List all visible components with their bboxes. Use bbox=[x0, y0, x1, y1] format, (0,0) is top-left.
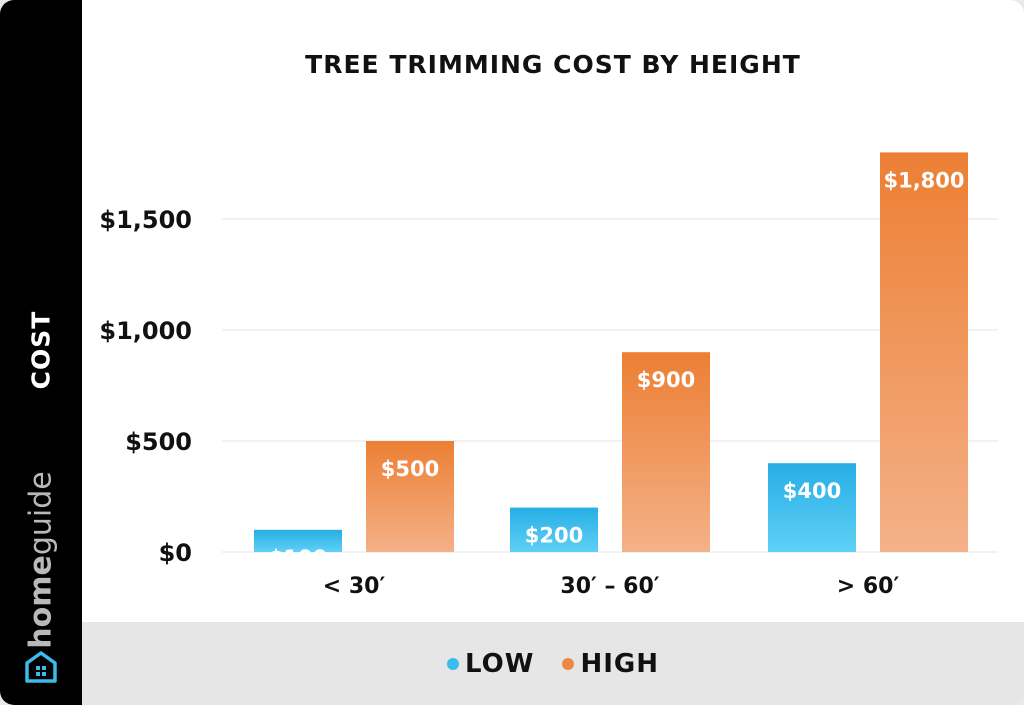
legend-dot-high bbox=[562, 657, 575, 670]
legend: LOW HIGH bbox=[82, 622, 1024, 705]
legend-item-high: HIGH bbox=[562, 649, 659, 679]
bar-value-label: $100 bbox=[269, 546, 327, 570]
legend-dot-low bbox=[447, 657, 460, 670]
bar-value-label: $1,800 bbox=[883, 168, 964, 192]
legend-label-low: LOW bbox=[465, 648, 535, 679]
bar-value-label: $500 bbox=[381, 457, 439, 481]
bar-value-label: $200 bbox=[525, 524, 583, 548]
bar-high bbox=[366, 441, 454, 552]
house-icon bbox=[25, 651, 57, 683]
legend-label-high: HIGH bbox=[580, 648, 659, 679]
bar-value-label: $900 bbox=[637, 368, 695, 392]
bar-low bbox=[510, 507, 598, 552]
bar-low bbox=[254, 529, 342, 552]
legend-bar: LOW HIGH bbox=[82, 622, 1024, 705]
y-tick-label: $1,000 bbox=[99, 317, 192, 345]
x-category-label: < 30′ bbox=[323, 574, 386, 599]
bar-low bbox=[768, 463, 856, 552]
x-category-label: > 60′ bbox=[837, 574, 900, 599]
x-category-label: 30′ – 60′ bbox=[560, 574, 659, 599]
y-tick-label: $500 bbox=[125, 428, 192, 456]
sidebar: COST homeguide bbox=[0, 0, 82, 705]
legend-item-low: LOW bbox=[447, 649, 534, 679]
bar-high bbox=[880, 152, 968, 552]
chart-title: TREE TRIMMING COST BY HEIGHT bbox=[305, 50, 801, 79]
y-tick-label: $1,500 bbox=[99, 206, 192, 234]
bar-high bbox=[622, 352, 710, 552]
chart-plot: $0 $500 $1,000 $1,500 $100 $500 < 30′ $200 $900 3… bbox=[99, 152, 998, 599]
y-tick-label: $0 bbox=[159, 539, 192, 567]
bar-value-label: $400 bbox=[783, 479, 841, 503]
